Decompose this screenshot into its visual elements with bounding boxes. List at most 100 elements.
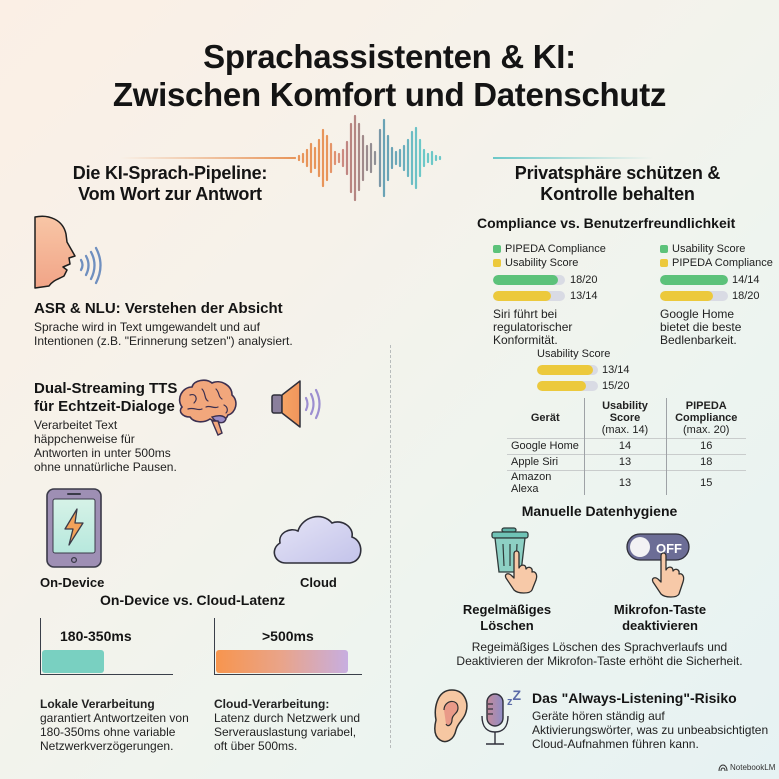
mic-disable-label-line: deaktivieren	[622, 618, 698, 633]
header-subtext: (max. 14)	[601, 423, 649, 436]
privacy-heading: Privatsphäre schützen & Kontrolle behalt…	[500, 163, 735, 205]
score-bar	[493, 291, 565, 301]
score-bar	[537, 381, 598, 391]
green-swatch	[660, 245, 668, 253]
hygiene-desc-line: Regeimäßiges Löschen des Sprachverlaufs …	[471, 640, 728, 654]
local-processing-title: Lokale Verarbeitung	[40, 697, 155, 711]
asr-desc-line1: Sprache wird in Text umgewandelt und auf	[34, 320, 260, 334]
tts-title: Dual-Streaming TTS für Echtzeit-Dialoge	[34, 380, 177, 416]
score-value: 13/14	[570, 290, 598, 302]
score-bar	[493, 275, 565, 285]
sleep-zz-icon: zZ	[507, 687, 521, 708]
header-subtext: (max. 20)	[683, 423, 730, 436]
brand-label: NotebookLM	[730, 763, 776, 772]
sound-wave-icon	[120, 114, 653, 202]
asr-description: Sprache wird in Text umgewandelt und auf…	[34, 320, 293, 348]
mic-disable-label: Mikrofon-Taste deaktivieren	[605, 602, 715, 634]
siri-caption: Siri führt bei regulatorischer Konformit…	[493, 308, 623, 347]
legend-label: PIPEDA Compliance	[672, 257, 773, 269]
always-listening-line: Geräte hören ständig auf	[532, 709, 665, 723]
hygiene-heading: Manuelle Datenhygiene	[521, 503, 678, 519]
privacy-heading-line1: Privatsphäre schützen &	[514, 163, 721, 183]
latency-heading: On-Device vs. Cloud-Latenz	[100, 592, 286, 608]
zz-large: Z	[512, 687, 522, 703]
legend-label: Usability Score	[537, 348, 611, 360]
legend-item: PIPEDA Compliance	[493, 242, 623, 256]
legend-label: Usability Score	[672, 243, 746, 255]
score-value: 15/20	[602, 380, 630, 392]
tts-desc-line: ohne unnatürliche Pausen.	[34, 460, 177, 474]
score-bar-fill	[660, 275, 728, 285]
tts-desc-line: Antworten in unter 500ms	[34, 446, 171, 460]
on-device-label: On-Device	[40, 575, 105, 590]
microphone-icon	[481, 693, 509, 745]
header-text: PIPEDA	[685, 399, 727, 412]
mic-disable-label-line: Mikrofon-Taste	[613, 602, 707, 617]
siri-compliance-card: PIPEDA Compliance Usability Score 18/20 …	[493, 242, 623, 347]
score-bar-fill	[660, 291, 714, 301]
speaker-icon	[271, 380, 321, 428]
cell-device: Apple Siri	[507, 453, 584, 470]
asr-title: ASR & NLU: Verstehen der Absicht	[34, 300, 283, 317]
toggle-off-label: OFF	[656, 541, 682, 556]
local-processing-line: 180-350ms ohne variable	[40, 725, 176, 739]
brain-icon	[178, 379, 237, 436]
speaking-head-icon	[34, 215, 102, 289]
ear-icon	[434, 689, 468, 743]
cloud-processing-line: Serverauslastung variabel,	[214, 725, 357, 739]
cell-pipeda: 16	[665, 437, 746, 454]
score-bar	[660, 275, 728, 285]
score-bar	[660, 291, 728, 301]
score-value: 13/14	[602, 364, 630, 376]
header-text: Gerät	[530, 411, 560, 424]
cell-device: Amazon Alexa	[507, 469, 584, 495]
notebooklm-logo-icon	[718, 763, 728, 771]
score-bar	[537, 365, 598, 375]
tts-desc-line: Verarbeitet Text	[34, 418, 118, 432]
cloud-processing-line: Latenz durch Netzwerk und	[214, 711, 361, 725]
score-bar-fill	[493, 275, 558, 285]
legend-label: Usability Score	[505, 257, 579, 269]
legend-label: PIPEDA Compliance	[505, 243, 606, 255]
page-title: Sprachassistenten & KI: Zwischen Komfort…	[0, 38, 779, 114]
col-header-usability: Usability Score (max. 14)	[583, 398, 666, 438]
yellow-swatch	[493, 259, 501, 267]
local-processing-line: garantiert Antwortzeiten von	[40, 711, 189, 725]
notebooklm-watermark: NotebookLM	[718, 763, 775, 772]
delete-label-line: Regelmäßiges	[462, 602, 552, 617]
local-latency-axis	[40, 618, 173, 675]
always-listening-line: Cloud-Aufnahmen führen kann.	[532, 737, 699, 751]
score-bar-row: 15/20	[537, 380, 657, 392]
column-divider	[390, 345, 391, 748]
cloud-processing-line: oft über 500ms.	[214, 739, 298, 753]
cloud-latency-bar	[216, 650, 348, 673]
trash-icon	[491, 527, 538, 594]
privacy-heading-line2: Kontrolle behalten	[540, 184, 695, 204]
yellow-swatch	[660, 259, 668, 267]
pipeline-heading: Die KI-Sprach-Pipeline: Vom Wort zur Ant…	[40, 163, 300, 205]
score-bar-row: 13/14	[537, 364, 657, 376]
score-value: 18/20	[732, 290, 760, 302]
asr-desc-line2: Intentionen (z.B. "Erinnerung setzen") a…	[34, 334, 293, 348]
col-header-pipeda: PIPEDA Compliance (max. 20)	[665, 398, 746, 438]
always-listening-description: Geräte hören ständig auf Aktivierungswör…	[532, 709, 768, 751]
table-row: Apple Siri 13 18	[507, 453, 746, 470]
pipeline-heading-line2: Vom Wort zur Antwort	[78, 184, 262, 204]
page-title-line2: Zwischen Komfort und Datenschutz	[112, 76, 667, 113]
delete-label-line: Löschen	[480, 618, 534, 633]
legend-item: Usability Score	[660, 242, 779, 256]
tts-title-line1: Dual-Streaming TTS	[34, 380, 178, 397]
page-title-line1: Sprachassistenten & KI:	[203, 38, 576, 75]
local-latency-bar	[42, 650, 104, 673]
legend-item: PIPEDA Compliance	[660, 256, 779, 270]
score-value: 18/20	[570, 274, 598, 286]
cloud-label: Cloud	[300, 575, 337, 590]
cloud-latency-value: >500ms	[262, 628, 314, 644]
cloud-latency-axis	[214, 618, 362, 675]
caption-line: regulatorischer	[493, 320, 573, 334]
score-value: 14/14	[732, 274, 760, 286]
score-bar-fill	[537, 381, 586, 391]
pipeline-heading-line1: Die KI-Sprach-Pipeline:	[72, 163, 268, 183]
score-bar-fill	[537, 365, 594, 375]
score-bar-row: 14/14	[660, 274, 779, 286]
